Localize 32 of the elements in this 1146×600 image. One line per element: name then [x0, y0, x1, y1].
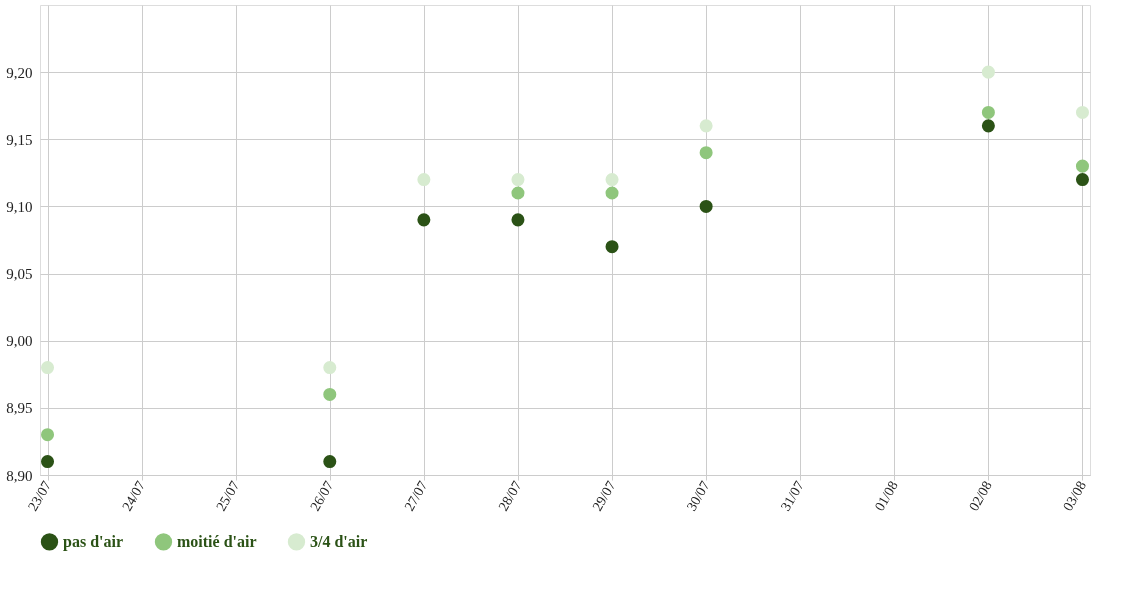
point — [699, 146, 713, 160]
point — [1075, 173, 1089, 187]
y-tick-label: 9,05 — [6, 266, 33, 283]
point — [511, 186, 525, 200]
y-tick-label: 9,15 — [6, 131, 33, 148]
point — [323, 387, 337, 401]
legend-label: 3/4 d'air — [310, 532, 368, 550]
y-tick-label: 9,20 — [6, 64, 33, 81]
point — [981, 65, 995, 79]
point — [981, 119, 995, 133]
point — [699, 119, 713, 133]
point — [511, 173, 525, 187]
point — [41, 361, 55, 375]
point — [41, 455, 55, 469]
point — [323, 361, 337, 375]
y-tick-label: 9,10 — [6, 198, 33, 215]
point — [41, 428, 55, 442]
point — [981, 105, 995, 119]
point — [511, 213, 525, 227]
y-tick-label: 9,00 — [6, 333, 33, 350]
legend-label: moitié d'air — [177, 532, 257, 550]
point — [1075, 105, 1089, 119]
point — [1075, 159, 1089, 173]
y-tick-label: 8,95 — [6, 400, 33, 417]
point — [605, 173, 619, 187]
point — [417, 173, 431, 187]
point — [417, 213, 431, 227]
point — [323, 455, 337, 469]
legend-label: pas d'air — [63, 532, 124, 551]
point — [699, 199, 713, 213]
point — [605, 240, 619, 254]
point — [605, 186, 619, 200]
